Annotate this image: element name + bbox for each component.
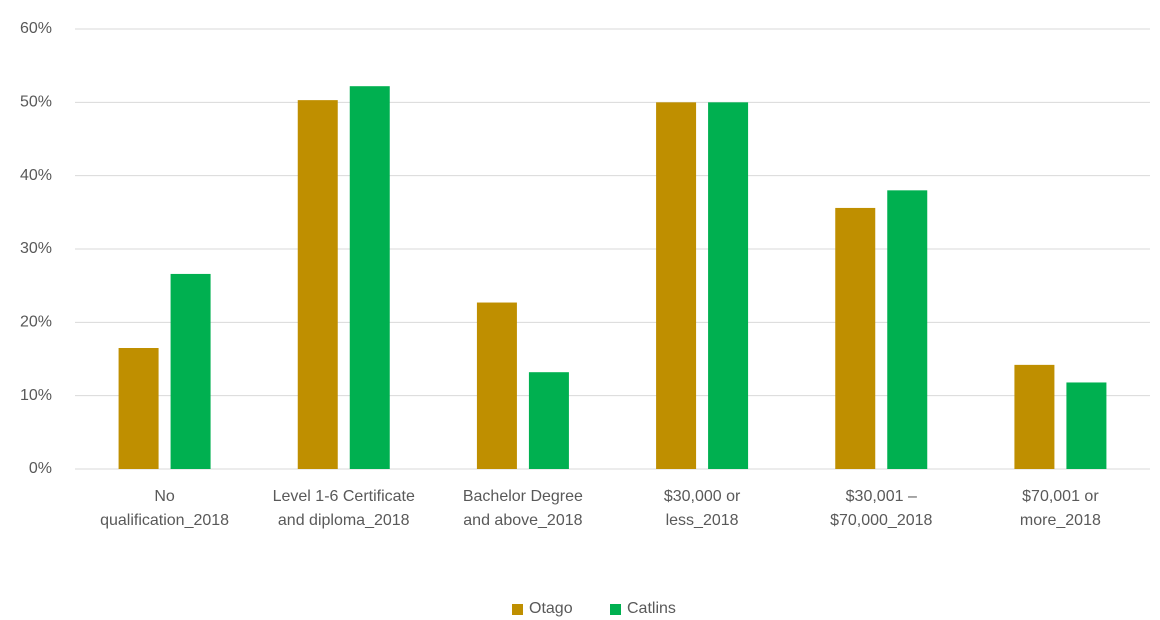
x-tick-label: $30,000 or less_2018 xyxy=(663,488,741,529)
y-tick-label: 30% xyxy=(20,240,52,257)
bar xyxy=(476,302,517,469)
y-tick-label: 0% xyxy=(29,460,52,477)
legend-label: Catlins xyxy=(627,600,676,617)
y-tick-label: 40% xyxy=(20,167,52,184)
bar xyxy=(1014,364,1055,469)
bar xyxy=(297,100,338,469)
legend-item: Catlins xyxy=(610,600,676,618)
y-tick-label: 50% xyxy=(20,94,52,111)
legend-item: Otago xyxy=(512,600,573,618)
bar xyxy=(118,348,159,469)
bar xyxy=(170,273,211,469)
x-tick-label: Bachelor Degree and above_2018 xyxy=(462,488,583,529)
bar xyxy=(708,102,749,469)
x-tick-label: $70,001 or more_2018 xyxy=(1019,488,1101,529)
x-tick-label: $30,001 – $70,000_2018 xyxy=(830,488,933,529)
bar xyxy=(835,207,876,469)
legend-swatch xyxy=(610,603,621,615)
x-tick-label: Level 1-6 Certificate and diploma_2018 xyxy=(272,488,415,529)
bar xyxy=(349,86,390,469)
y-tick-label: 10% xyxy=(20,387,52,404)
bar xyxy=(1066,382,1107,469)
legend-swatch xyxy=(512,603,523,615)
legend-label: Otago xyxy=(529,600,573,617)
y-tick-label: 20% xyxy=(20,314,52,331)
x-tick-label: No qualification_2018 xyxy=(100,488,230,529)
y-tick-label: 60% xyxy=(20,20,52,37)
bar xyxy=(656,102,697,469)
bar xyxy=(887,190,928,470)
bar xyxy=(528,372,569,469)
